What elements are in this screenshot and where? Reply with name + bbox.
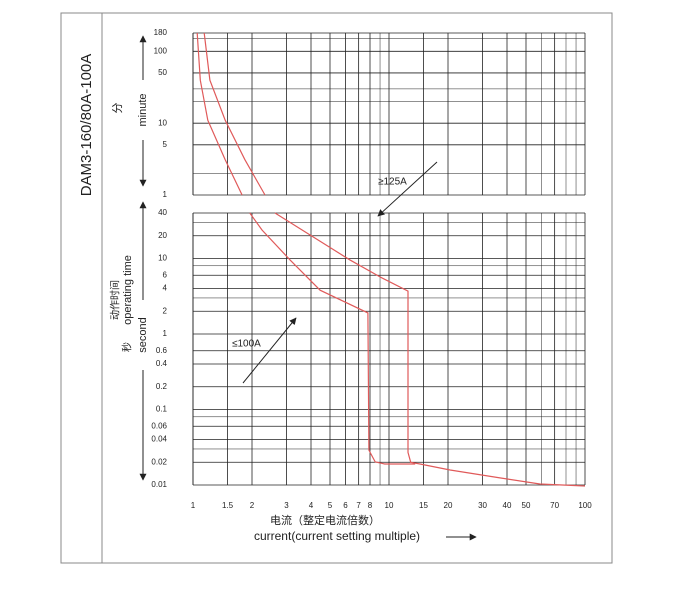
y-tick-label: 100 xyxy=(154,46,168,55)
x-tick-label: 1 xyxy=(191,501,196,510)
y-tick-label: 10 xyxy=(158,254,167,263)
curve xyxy=(274,212,586,487)
annotation: ≥125A xyxy=(378,177,407,188)
y-tick-label: 0.1 xyxy=(156,405,168,414)
annotation-arrow xyxy=(377,161,438,217)
minute-label-cn: 分 xyxy=(111,103,124,114)
x-tick-label: 30 xyxy=(478,501,487,510)
y-tick-label: 6 xyxy=(163,270,168,279)
y-label-cn: 动作时间 xyxy=(109,280,122,320)
y-label: operating time xyxy=(122,255,134,325)
x-label: current(current setting multiple) xyxy=(254,529,420,543)
second-label: second xyxy=(137,317,149,352)
y-tick-label: 0.04 xyxy=(151,435,167,444)
y-tick-label: 180 xyxy=(154,28,168,37)
x-tick-label: 50 xyxy=(522,501,531,510)
x-tick-label: 1.5 xyxy=(222,501,234,510)
y-tick-label: 40 xyxy=(158,208,167,217)
x-tick-label: 15 xyxy=(419,501,428,510)
curve xyxy=(203,32,266,196)
second-label-cn: 秒 xyxy=(121,342,134,352)
y-tick-label: 0.6 xyxy=(156,346,168,355)
y-tick-label: 4 xyxy=(163,284,168,293)
x-tick-label: 10 xyxy=(385,501,394,510)
frame xyxy=(60,12,613,564)
curve xyxy=(196,32,243,196)
x-tick-label: 6 xyxy=(343,501,348,510)
curve xyxy=(249,212,416,465)
y-tick-label: 0.02 xyxy=(151,457,167,466)
x-tick-label: 2 xyxy=(250,501,255,510)
x-tick-label: 20 xyxy=(444,501,453,510)
y-tick-label: 2 xyxy=(163,306,168,315)
title: DAM3-160/80A-100A xyxy=(78,54,95,197)
y-tick-label: 10 xyxy=(158,118,167,127)
x-tick-label: 5 xyxy=(328,501,333,510)
y-tick-label: 0.01 xyxy=(151,480,167,489)
y-tick-label: 0.2 xyxy=(156,382,168,391)
y-tick-label: 1 xyxy=(163,329,168,338)
y-tick-label: 5 xyxy=(163,140,168,149)
y-tick-label: 0.4 xyxy=(156,359,168,368)
x-tick-label: 40 xyxy=(503,501,512,510)
x-tick-label: 8 xyxy=(368,501,373,510)
y-tick-label: 50 xyxy=(158,68,167,77)
x-tick-label: 3 xyxy=(284,501,289,510)
y-tick-label: 0.06 xyxy=(151,421,167,430)
x-label-cn: 电流（整定电流倍数） xyxy=(270,513,380,527)
x-tick-label: 7 xyxy=(356,501,361,510)
x-tick-label: 100 xyxy=(578,501,592,510)
annotation: ≤100A xyxy=(232,339,261,350)
x-tick-label: 4 xyxy=(309,501,314,510)
minute-label: minute xyxy=(137,93,149,126)
y-tick-label: 1 xyxy=(163,190,168,199)
x-tick-label: 70 xyxy=(550,501,559,510)
y-tick-label: 20 xyxy=(158,231,167,240)
